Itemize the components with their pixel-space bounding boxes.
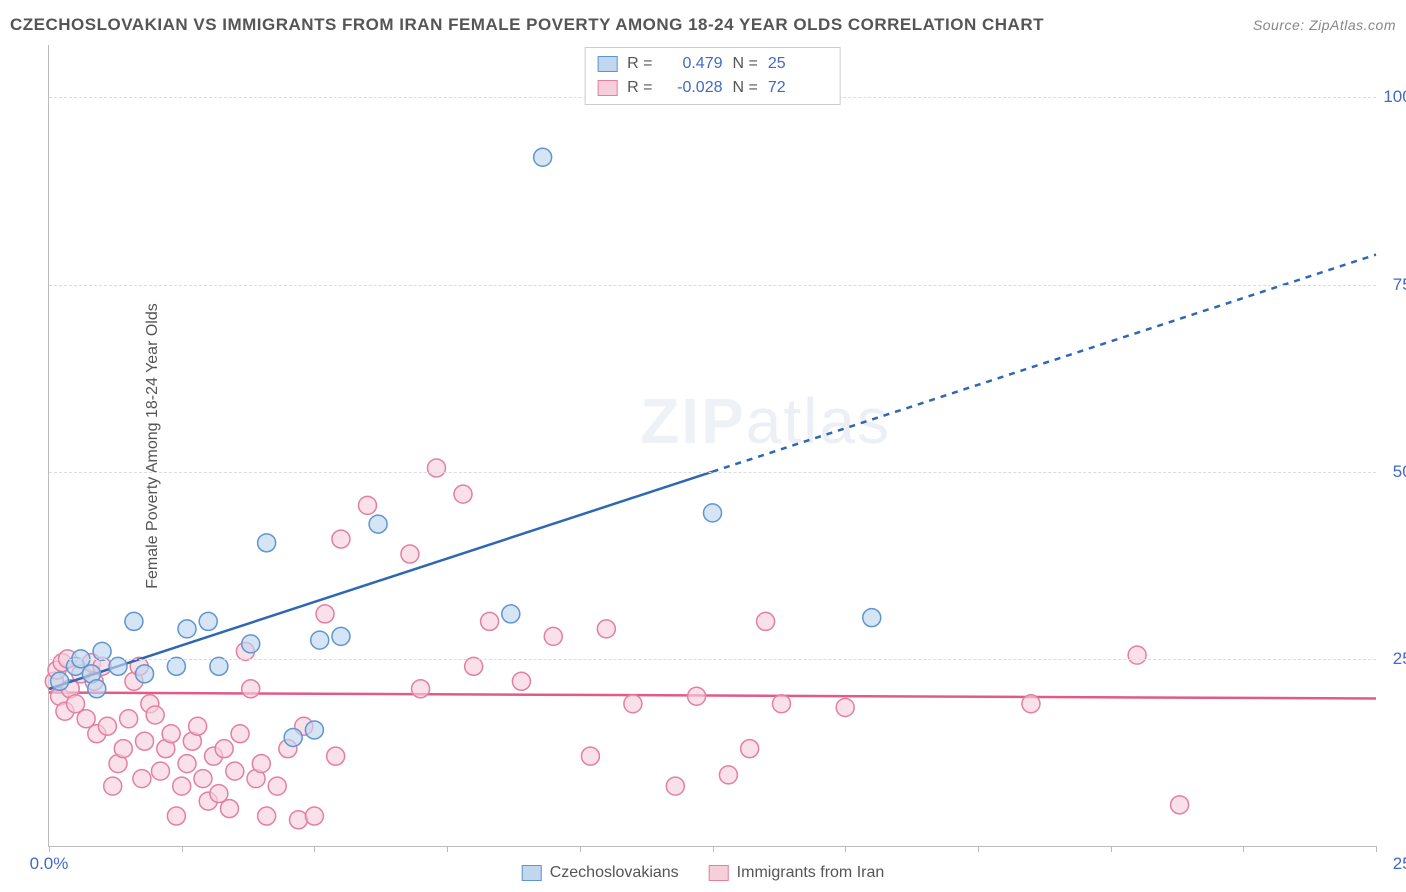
y-tick-label: 75.0% bbox=[1393, 275, 1406, 295]
x-tick-label: 25.0% bbox=[1393, 854, 1406, 874]
legend-swatch-blue bbox=[522, 865, 542, 881]
title-bar: CZECHOSLOVAKIAN VS IMMIGRANTS FROM IRAN … bbox=[10, 10, 1396, 40]
legend-row: R = -0.028 N = 72 bbox=[597, 76, 828, 100]
scatter-plot bbox=[49, 45, 1376, 846]
legend-item: Czechoslovakians bbox=[522, 864, 679, 882]
n-label: N = bbox=[733, 76, 758, 100]
legend-swatch-blue bbox=[597, 56, 617, 72]
legend-swatch-pink bbox=[597, 80, 617, 96]
n-value: 72 bbox=[768, 76, 828, 100]
y-tick-label: 50.0% bbox=[1393, 462, 1406, 482]
y-tick-label: 100.0% bbox=[1383, 87, 1406, 107]
source-label: Source: ZipAtlas.com bbox=[1253, 17, 1396, 33]
legend-item: Immigrants from Iran bbox=[709, 864, 885, 882]
r-label: R = bbox=[627, 52, 652, 76]
n-label: N = bbox=[733, 52, 758, 76]
legend-label: Immigrants from Iran bbox=[737, 864, 885, 881]
legend-series: Czechoslovakians Immigrants from Iran bbox=[522, 864, 885, 882]
chart-area: ZIPatlas R = 0.479 N = 25 R = -0.028 N =… bbox=[48, 45, 1376, 847]
chart-title: CZECHOSLOVAKIAN VS IMMIGRANTS FROM IRAN … bbox=[10, 15, 1044, 35]
legend-label: Czechoslovakians bbox=[550, 864, 679, 881]
legend-row: R = 0.479 N = 25 bbox=[597, 52, 828, 76]
y-tick-label: 25.0% bbox=[1393, 649, 1406, 669]
legend-swatch-pink bbox=[709, 865, 729, 881]
n-value: 25 bbox=[768, 52, 828, 76]
x-tick-label: 0.0% bbox=[30, 854, 69, 874]
r-value: 0.479 bbox=[663, 52, 723, 76]
legend-correlation: R = 0.479 N = 25 R = -0.028 N = 72 bbox=[584, 47, 841, 105]
r-value: -0.028 bbox=[663, 76, 723, 100]
r-label: R = bbox=[627, 76, 652, 100]
